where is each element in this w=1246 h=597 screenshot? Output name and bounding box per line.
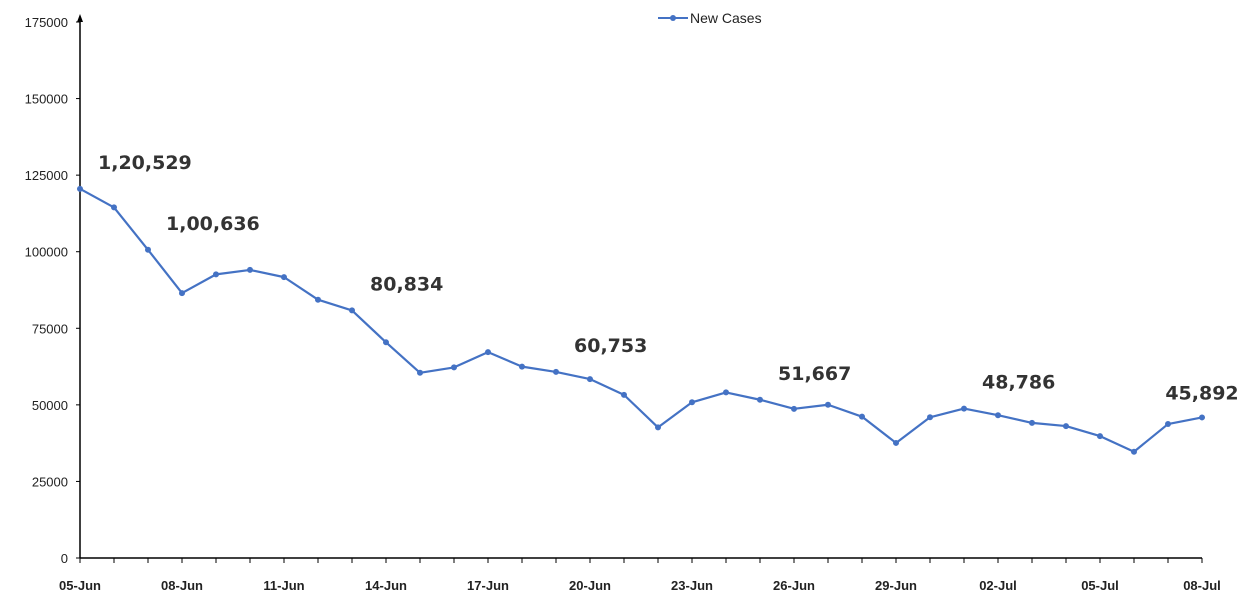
data-point — [1029, 419, 1035, 426]
y-axis: 0 25000 50000 75000 100000 125000 150000 175000 — [25, 14, 83, 566]
data-point — [1063, 423, 1069, 430]
data-point — [451, 364, 457, 371]
data-point — [757, 396, 763, 403]
data-label: 80,834 — [370, 273, 443, 295]
data-label: 45,892 — [1165, 382, 1238, 404]
x-axis: 05-Jun 08-Jun 11-Jun 14-Jun 17-Jun 20-Jun 23-J… — [59, 557, 1221, 593]
series-group — [77, 185, 1205, 455]
legend: New Cases — [658, 10, 762, 26]
x-tick-label: 29-Jun — [875, 578, 917, 593]
series-line-new-cases — [79, 187, 1203, 453]
x-tick-label: 08-Jun — [161, 578, 203, 593]
data-point — [1131, 448, 1137, 455]
y-tick-label: 0 — [61, 551, 68, 566]
y-tick-label: 25000 — [32, 474, 68, 489]
y-tick-label: 100000 — [25, 245, 68, 260]
data-point — [859, 413, 865, 420]
x-tick-label: 11-Jun — [263, 578, 304, 593]
x-tick-label: 02-Jul — [979, 578, 1017, 593]
data-point — [383, 339, 389, 346]
x-tick-label: 23-Jun — [671, 578, 713, 593]
legend-label: New Cases — [690, 10, 762, 26]
x-tick-label: 05-Jun — [59, 578, 101, 593]
data-point — [825, 401, 831, 408]
x-tick-label: 26-Jun — [773, 578, 815, 593]
x-tick-label: 20-Jun — [569, 578, 611, 593]
x-tick-label: 14-Jun — [365, 578, 407, 593]
y-axis-arrow — [77, 14, 83, 22]
data-point — [723, 389, 729, 396]
data-point — [927, 414, 933, 421]
data-point — [77, 185, 83, 192]
y-tick-label: 175000 — [25, 15, 68, 30]
data-point — [689, 399, 695, 406]
data-point — [621, 391, 627, 398]
y-tick-label: 75000 — [32, 321, 68, 336]
data-point — [485, 349, 491, 356]
y-tick-label: 125000 — [25, 168, 68, 183]
data-point — [247, 266, 253, 273]
x-tick-label: 08-Jul — [1183, 578, 1221, 593]
data-point — [553, 368, 559, 375]
y-tick-label: 50000 — [32, 398, 68, 413]
data-point — [1097, 433, 1103, 440]
data-label: 51,667 — [778, 363, 851, 385]
data-point — [893, 439, 899, 446]
y-tick-label: 150000 — [25, 92, 68, 107]
data-point — [961, 405, 967, 412]
x-tick-label: 17-Jun — [467, 578, 509, 593]
data-label: 48,786 — [982, 372, 1055, 394]
data-point — [1199, 414, 1205, 421]
data-point — [655, 424, 661, 431]
data-point — [179, 290, 185, 297]
data-point — [1165, 421, 1171, 428]
data-label: 60,753 — [574, 335, 647, 357]
data-point — [349, 307, 355, 314]
data-label: 1,20,529 — [98, 152, 192, 174]
data-point — [281, 274, 287, 281]
x-tick-label: 05-Jul — [1081, 578, 1119, 593]
data-point — [145, 246, 151, 253]
data-point — [519, 363, 525, 370]
data-point — [791, 405, 797, 412]
data-point — [587, 376, 593, 383]
data-point — [315, 296, 321, 303]
data-label: 1,00,636 — [166, 213, 260, 235]
data-point — [417, 369, 423, 376]
data-point — [995, 412, 1001, 419]
annotations-group: 1,20,529 1,00,636 80,834 60,753 51,667 48,786… — [98, 152, 1239, 405]
data-point — [213, 271, 219, 278]
data-point — [111, 204, 117, 211]
legend-marker — [670, 15, 676, 21]
